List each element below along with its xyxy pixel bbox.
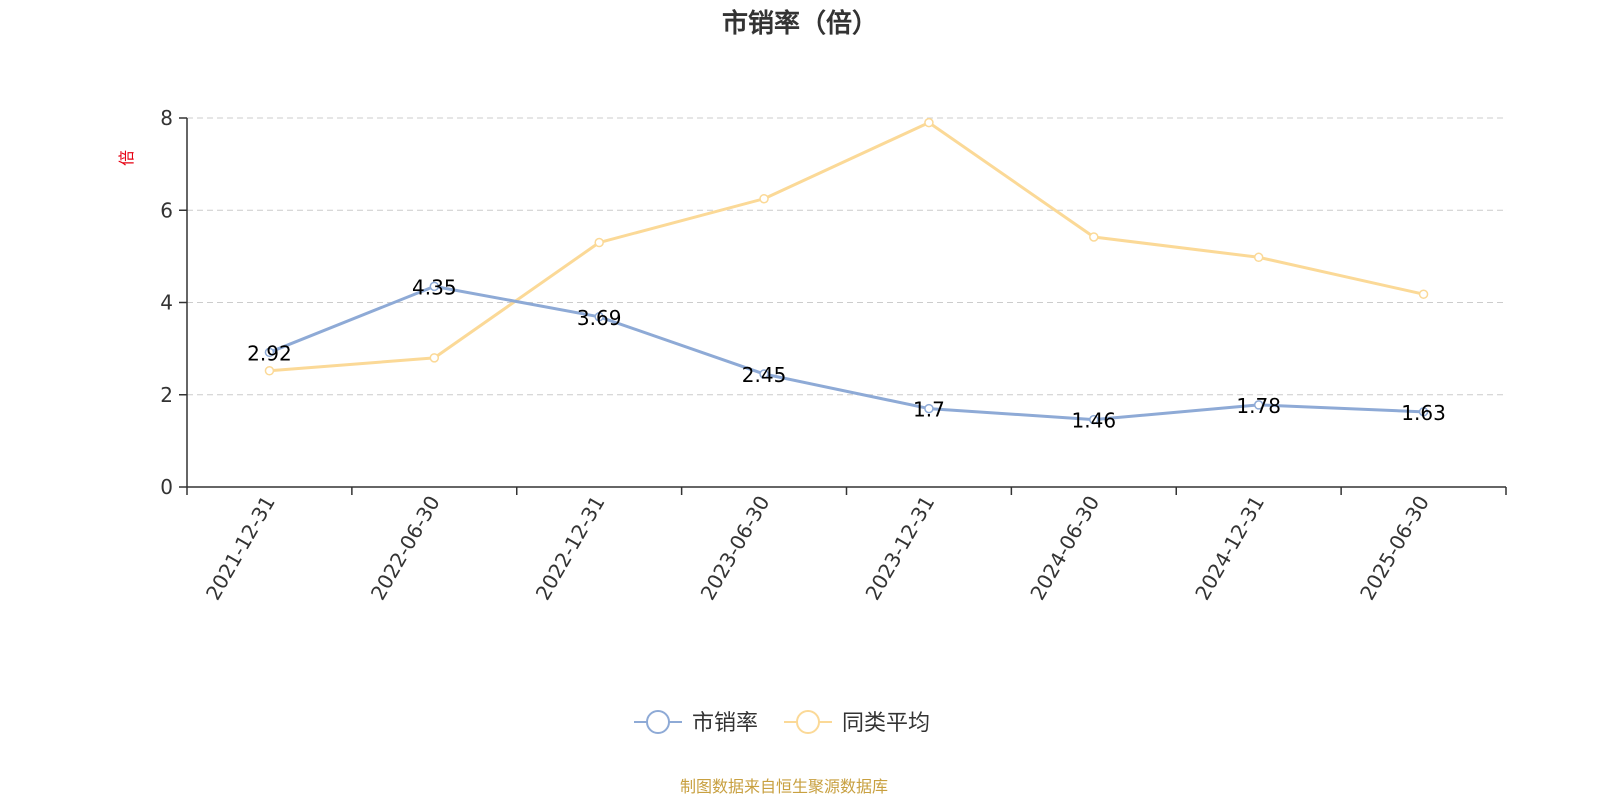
x-tick-label: 2024-12-31 <box>1190 492 1269 605</box>
series-0-point <box>924 403 934 414</box>
data-label: 2.45 <box>742 363 787 387</box>
series-line-1 <box>269 121 1424 373</box>
data-label: 3.69 <box>577 306 622 330</box>
x-tick-label: 2022-06-30 <box>366 492 445 605</box>
source-note: 制图数据来自恒生聚源数据库 <box>680 777 888 796</box>
legend-label[interactable]: 同类平均 <box>842 711 930 736</box>
x-tick-label: 2023-06-30 <box>695 492 774 605</box>
x-tick-label: 2023-12-31 <box>860 492 939 605</box>
data-label: 1.63 <box>1401 401 1446 425</box>
data-labels: 2.92 4.35 3.69 2.45 1.7 1.46 1.78 1.63 <box>247 275 1446 432</box>
series-lines <box>264 117 1429 425</box>
y-tick-label: 6 <box>160 198 173 222</box>
series-line-0 <box>268 284 1424 422</box>
series-0-point <box>1089 414 1099 425</box>
data-label: 4.35 <box>412 275 457 299</box>
series-1-point <box>429 353 440 363</box>
y-tick-label: 2 <box>160 383 173 407</box>
legend-label[interactable]: 市销率 <box>692 711 758 736</box>
series-0-point <box>594 312 604 322</box>
x-tick-label: 2021-12-31 <box>201 492 280 605</box>
y-tick-label: 8 <box>160 106 173 130</box>
series-1-point <box>924 117 934 128</box>
series-1-point <box>1089 232 1099 242</box>
series-0-point <box>429 281 440 292</box>
y-tick-label: 4 <box>160 291 173 315</box>
series-1-point <box>594 237 604 248</box>
series-0-point <box>1418 407 1429 417</box>
legend-swatch-marker <box>796 710 820 734</box>
series-1-point <box>1418 289 1429 299</box>
chart-title: 市销率（倍） <box>722 8 878 39</box>
axes: 0 2 4 6 8 2021-12-31 2022-06-30 2022-12-31 2023-… <box>160 106 1507 605</box>
data-label: 1.46 <box>1072 409 1117 433</box>
series-0-point <box>264 347 275 358</box>
x-tick-label: 2025-06-30 <box>1355 492 1434 605</box>
y-axis-label: 倍 <box>117 150 136 166</box>
data-label: 1.7 <box>913 398 945 422</box>
data-label: 1.78 <box>1236 394 1281 418</box>
series-0-point <box>1253 400 1264 410</box>
series-1-point <box>1253 252 1264 263</box>
data-label: 2.92 <box>247 341 292 365</box>
legend: 市销率 同类平均 <box>634 710 930 736</box>
series-0-point <box>759 369 769 379</box>
legend-swatch-marker <box>646 710 670 734</box>
y-tick-label: 0 <box>160 475 173 499</box>
series-1-point <box>759 193 769 204</box>
x-tick-label: 2022-12-31 <box>531 492 610 605</box>
series-1-point <box>264 366 275 376</box>
x-tick-label: 2024-06-30 <box>1025 492 1104 605</box>
